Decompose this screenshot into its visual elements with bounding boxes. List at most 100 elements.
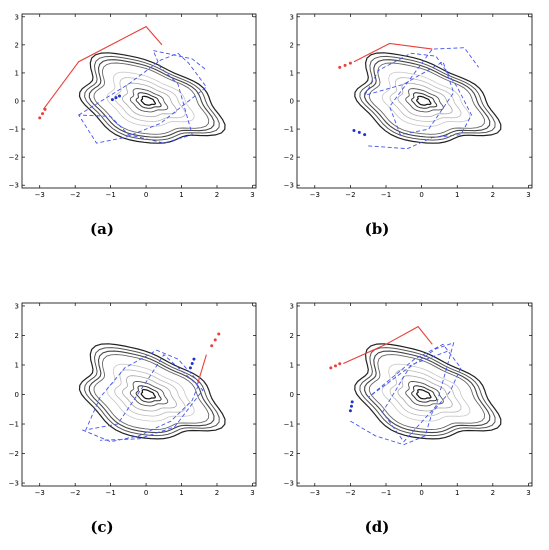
- contour-line: [129, 88, 169, 113]
- contour-line: [359, 347, 496, 437]
- x-tick-label: −1: [381, 191, 391, 199]
- y-tick-label: −3: [284, 480, 294, 488]
- y-tick-label: 2: [290, 41, 294, 49]
- x-tick-label: −3: [310, 191, 320, 199]
- contour-line: [78, 52, 226, 144]
- blue-dashed-line: [82, 349, 204, 443]
- contour-line: [405, 88, 444, 113]
- contour-line: [405, 381, 444, 407]
- red-dots-point: [43, 107, 47, 111]
- plot-frame: [21, 13, 257, 189]
- y-tick-label: 0: [15, 391, 19, 399]
- blue-dots-point: [350, 400, 354, 404]
- y-tick-label: 2: [15, 332, 19, 340]
- y-tick-label: −2: [9, 154, 19, 162]
- x-tick-label: 1: [179, 489, 183, 497]
- contour-line: [140, 388, 157, 400]
- y-tick-label: 2: [15, 41, 19, 49]
- red-dots-point: [338, 362, 342, 366]
- y-tick-label: −2: [284, 154, 294, 162]
- contour-line: [389, 369, 462, 417]
- plot-panel-2: −3 −2 −1 0 1 2 3 −3 −2 −1 0 1 2 3: [284, 13, 533, 199]
- y-tick-label: −3: [9, 182, 19, 190]
- blue-dots-point: [190, 362, 194, 366]
- contour-group: [354, 52, 502, 144]
- contour-line: [359, 55, 496, 141]
- blue-dots-point: [363, 133, 367, 137]
- y-tick-label: 1: [15, 361, 19, 369]
- plot-panel-1: −3 −2 −1 0 1 2 3 −3 −2 −1 0 1 2 3: [9, 13, 257, 199]
- blue-dashed-line: [350, 342, 462, 446]
- red-dots-point: [217, 332, 221, 336]
- x-tick-label: 3: [250, 489, 254, 497]
- blue-dots-point: [349, 404, 353, 408]
- contour-line: [381, 363, 471, 422]
- plot-frame: [296, 302, 533, 487]
- contour-line: [411, 385, 438, 403]
- contour-line: [78, 343, 226, 440]
- x-tick-label: −2: [70, 489, 80, 497]
- blue-dots-point: [110, 98, 114, 102]
- contour-line: [368, 354, 485, 430]
- x-tick-label: −1: [105, 489, 115, 497]
- y-tick-label: −1: [284, 421, 294, 429]
- contour-line: [93, 354, 210, 430]
- blue-dots-point: [192, 357, 196, 361]
- y-tick-label: 0: [290, 391, 294, 399]
- y-tick-label: 3: [290, 302, 294, 310]
- contour-line: [416, 388, 432, 400]
- red-dots-point: [338, 65, 342, 69]
- x-tick-label: 0: [144, 489, 148, 497]
- contour-line: [397, 82, 453, 118]
- contour-line: [122, 82, 177, 118]
- x-tick-label: 0: [419, 489, 423, 497]
- contour-line: [129, 381, 169, 407]
- x-tick-label: 3: [526, 191, 530, 199]
- y-tick-label: −3: [9, 480, 19, 488]
- x-tick-label: 1: [455, 489, 459, 497]
- contour-line: [389, 77, 462, 122]
- y-tick-label: −2: [9, 450, 19, 458]
- y-tick-label: −2: [284, 450, 294, 458]
- x-tick-label: −3: [35, 489, 45, 497]
- x-tick-label: 1: [179, 191, 183, 199]
- y-tick-label: 0: [15, 98, 19, 106]
- red-dots-point: [210, 344, 214, 348]
- y-tick-label: 3: [15, 13, 19, 21]
- red-path-line: [353, 42, 433, 63]
- x-tick-label: 2: [491, 191, 495, 199]
- contour-group: [354, 343, 502, 440]
- plot-frame: [21, 302, 257, 487]
- y-tick-label: −1: [9, 421, 19, 429]
- plot-panel-4: −3 −2 −1 0 1 2 3 −3 −2 −1 0 1 2 3: [284, 302, 533, 497]
- x-tick-label: 0: [419, 191, 423, 199]
- contour-line: [135, 385, 162, 403]
- contour-line: [411, 92, 438, 109]
- x-tick-label: 1: [455, 191, 459, 199]
- x-tick-label: −3: [35, 191, 45, 199]
- y-tick-label: 1: [290, 361, 294, 369]
- contour-line: [354, 52, 502, 144]
- contour-line: [364, 350, 491, 434]
- contour-line: [88, 59, 215, 138]
- blue-dots-point: [114, 96, 118, 100]
- contour-line: [84, 55, 220, 141]
- y-tick-label: 3: [15, 302, 19, 310]
- blue-dots-point: [118, 94, 121, 98]
- contour-line: [140, 95, 157, 106]
- red-dots-point: [333, 364, 337, 368]
- red-path-line: [343, 325, 433, 365]
- x-tick-label: −2: [345, 191, 355, 199]
- red-dots-point: [348, 61, 352, 65]
- x-tick-label: −1: [105, 191, 115, 199]
- contour-line: [106, 71, 195, 127]
- contour-line: [354, 343, 502, 440]
- panel-label: (d): [364, 518, 390, 536]
- x-tick-label: 3: [250, 191, 254, 199]
- y-tick-label: 2: [290, 332, 294, 340]
- contour-line: [114, 77, 186, 122]
- contour-line: [397, 375, 453, 412]
- blue-dots-point: [348, 409, 352, 413]
- x-tick-label: −1: [381, 489, 391, 497]
